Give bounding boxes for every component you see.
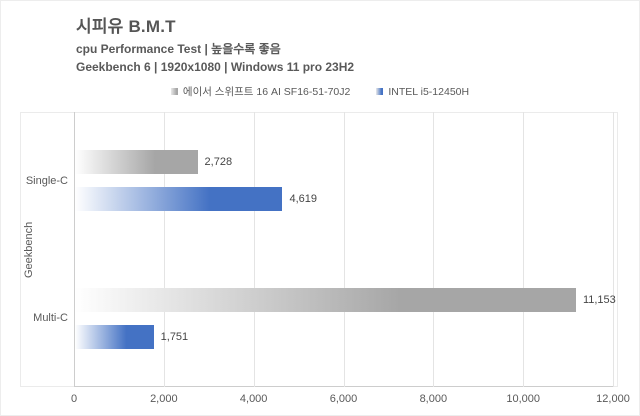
- gridline-6000: [343, 112, 345, 387]
- category-label-multi-c: Multi-C: [33, 312, 68, 325]
- bar-multi-c-series-1: [75, 324, 154, 349]
- legend-marker-blue: [376, 88, 384, 95]
- bar-multi-c-series-0: [75, 287, 576, 312]
- x-tick-label-12000: 12,000: [596, 393, 630, 405]
- legend-marker-gray: [170, 88, 178, 95]
- bar-single-c-series-1: [75, 187, 283, 212]
- value-label-multi-c-series-0: 11,153: [582, 293, 616, 306]
- legend-item-acer-swift: 에이서 스위프트 16 AI SF16-51-70J2: [170, 84, 351, 99]
- legend-label-acer-swift: 에이서 스위프트 16 AI SF16-51-70J2: [182, 86, 351, 98]
- bar-single-c-series-0: [75, 150, 198, 175]
- gridline-10000: [523, 112, 525, 387]
- legend-label-intel: INTEL i5-12450H: [388, 85, 470, 98]
- x-tick-label-10000: 10,000: [506, 393, 540, 405]
- gridline-2000: [163, 112, 165, 387]
- gridline-4000: [253, 112, 255, 387]
- chart-title: 시피유 B.M.T: [76, 17, 176, 36]
- value-label-multi-c-series-1: 1,751: [160, 330, 189, 343]
- value-label-single-c-series-0: 2,728: [204, 156, 233, 169]
- gridline-12000: [613, 112, 614, 387]
- x-tick-label-4000: 4,000: [239, 393, 268, 405]
- y-axis-title: Geekbench: [23, 221, 35, 278]
- category-label-single-c: Single-C: [25, 174, 68, 187]
- x-tick-label-8000: 8,000: [419, 393, 448, 405]
- x-tick-label-6000: 6,000: [329, 393, 358, 405]
- gridline-8000: [433, 112, 435, 387]
- legend-item-intel: INTEL i5-12450H: [376, 86, 469, 98]
- chart-subtitle-2: Geekbench 6 | 1920x1080 | Windows 11 pro…: [76, 60, 355, 74]
- x-tick-label-0: 0: [70, 393, 78, 405]
- y-axis-line: [74, 112, 75, 387]
- legend: 에이서 스위프트 16 AI SF16-51-70J2 INTEL i5-124…: [1, 84, 639, 99]
- chart-subtitle-1: cpu Performance Test | 높을수록 좋음: [76, 42, 281, 56]
- x-tick-label-2000: 2,000: [150, 393, 178, 405]
- plot-area: 0 2,000 4,000 6,000 8,000 10,000 12,000 Single-…: [26, 112, 630, 405]
- value-label-single-c-series-1: 4,619: [289, 193, 317, 206]
